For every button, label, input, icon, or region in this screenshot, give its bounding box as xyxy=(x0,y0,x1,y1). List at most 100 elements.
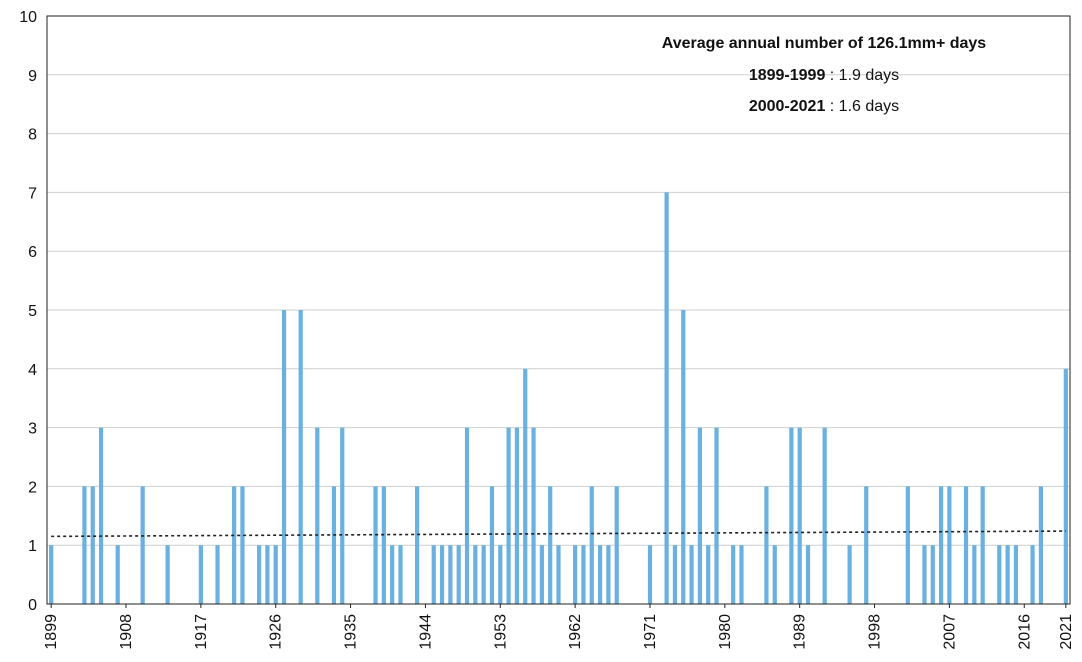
bar-1982 xyxy=(739,545,744,604)
bar-2015 xyxy=(1013,545,1019,604)
bar-1977 xyxy=(697,427,702,604)
bar-1958 xyxy=(539,545,544,604)
bar-1985 xyxy=(764,486,769,604)
y-tick-label-3: 3 xyxy=(28,421,37,438)
plot-frame xyxy=(46,15,1071,605)
bar-1934 xyxy=(340,427,345,604)
bar-2007 xyxy=(947,486,952,604)
bar-1973 xyxy=(664,192,669,604)
bar-1957 xyxy=(531,427,536,604)
bar-1959 xyxy=(548,486,553,604)
bar-1960 xyxy=(556,545,561,604)
bar-1951 xyxy=(481,545,486,604)
bar-1962 xyxy=(573,545,578,604)
trend-line xyxy=(51,530,1066,538)
bar-1938 xyxy=(373,486,378,604)
y-tick-label-8: 8 xyxy=(28,127,37,144)
bar-1971 xyxy=(647,545,653,604)
x-tick-label-1935: 1935 xyxy=(343,614,360,650)
y-tick-label-7: 7 xyxy=(28,185,37,202)
bar-1963 xyxy=(581,545,586,604)
bar-1926 xyxy=(273,545,278,604)
bar-1989 xyxy=(797,427,802,604)
x-tick-label-2016: 2016 xyxy=(1016,614,1033,650)
bar-2017 xyxy=(1030,545,1035,604)
bar-1978 xyxy=(706,545,711,604)
y-tick-label-1: 1 xyxy=(28,538,37,555)
bar-1933 xyxy=(331,486,337,604)
y-tick-label-10: 10 xyxy=(19,9,37,26)
x-tick-label-1998: 1998 xyxy=(867,614,884,650)
bar-1986 xyxy=(772,545,777,604)
bar-1913 xyxy=(165,545,170,604)
annotation-line-2-period: 2000-2021 xyxy=(749,98,826,115)
y-tick-label-2: 2 xyxy=(28,479,37,496)
bar-1904 xyxy=(90,486,95,604)
x-axis-ticks: 1899 1908 1917 1926 1935 1944 1953 1962 1971 1980… xyxy=(43,604,1075,650)
bar-1966 xyxy=(606,545,611,604)
bar-1953 xyxy=(498,545,503,604)
bar-1979 xyxy=(714,427,719,604)
bar-1945 xyxy=(431,545,436,604)
bar-1924 xyxy=(256,545,262,604)
bar-2013 xyxy=(997,545,1002,604)
bars xyxy=(49,192,1068,604)
x-tick-label-1899: 1899 xyxy=(43,614,60,650)
bar-1975 xyxy=(681,310,686,604)
bar-1905 xyxy=(98,427,104,604)
y-tick-label-0: 0 xyxy=(28,597,37,614)
annotation-line-1-value: : 1.9 days xyxy=(825,67,899,84)
x-tick-label-1944: 1944 xyxy=(417,614,434,650)
x-tick-label-1953: 1953 xyxy=(492,614,509,650)
annotation-box: Average annual number of 126.1mm+ days 1… xyxy=(662,35,987,115)
bar-2005 xyxy=(930,545,935,604)
bar-1955 xyxy=(514,427,520,604)
bar-2021 xyxy=(1063,368,1068,604)
x-tick-label-2021: 2021 xyxy=(1058,614,1075,650)
x-tick-label-1980: 1980 xyxy=(717,614,734,650)
bar-1921 xyxy=(232,486,237,604)
bar-1976 xyxy=(689,545,694,604)
y-axis-ticks: 0 1 2 3 4 5 6 7 8 9 10 xyxy=(19,9,37,614)
bar-1965 xyxy=(597,545,603,604)
x-tick-label-2007: 2007 xyxy=(941,614,958,650)
bar-2014 xyxy=(1005,545,1010,604)
bar-1917 xyxy=(198,545,203,604)
bar-1929 xyxy=(298,310,303,604)
annotation-line-2-value: : 1.6 days xyxy=(825,98,899,115)
annotation-line-1-period: 1899-1999 xyxy=(749,67,826,84)
gridlines xyxy=(47,74,1070,546)
bar-1943 xyxy=(415,486,420,604)
annotation-line-1: 1899-1999 : 1.9 days xyxy=(749,67,899,84)
y-tick-label-4: 4 xyxy=(28,362,37,379)
bar-1950 xyxy=(473,545,478,604)
bar-1992 xyxy=(822,427,827,604)
y-tick-label-5: 5 xyxy=(28,303,37,320)
bar-1974 xyxy=(672,545,678,604)
bar-1967 xyxy=(614,486,619,604)
x-tick-label-1971: 1971 xyxy=(642,614,659,650)
bar-1941 xyxy=(398,545,403,604)
bar-2018 xyxy=(1038,486,1043,604)
bar-2004 xyxy=(922,545,927,604)
bar-1997 xyxy=(864,486,869,604)
x-tick-label-1908: 1908 xyxy=(118,614,135,650)
bar-1903 xyxy=(82,486,87,604)
x-tick-label-1926: 1926 xyxy=(268,614,285,650)
bar-1952 xyxy=(489,486,495,604)
bar-1954 xyxy=(506,427,511,604)
y-tick-label-9: 9 xyxy=(28,68,37,85)
bar-1948 xyxy=(456,545,461,604)
bar-1939 xyxy=(381,486,386,604)
bar-1919 xyxy=(215,545,220,604)
bar-2009 xyxy=(963,486,969,604)
bar-1946 xyxy=(439,545,445,604)
bar-1990 xyxy=(805,545,811,604)
bar-2011 xyxy=(980,486,985,604)
bar-1947 xyxy=(448,545,453,604)
bar-1899 xyxy=(49,545,54,604)
bar-1956 xyxy=(523,368,528,604)
bar-1995 xyxy=(847,545,852,604)
